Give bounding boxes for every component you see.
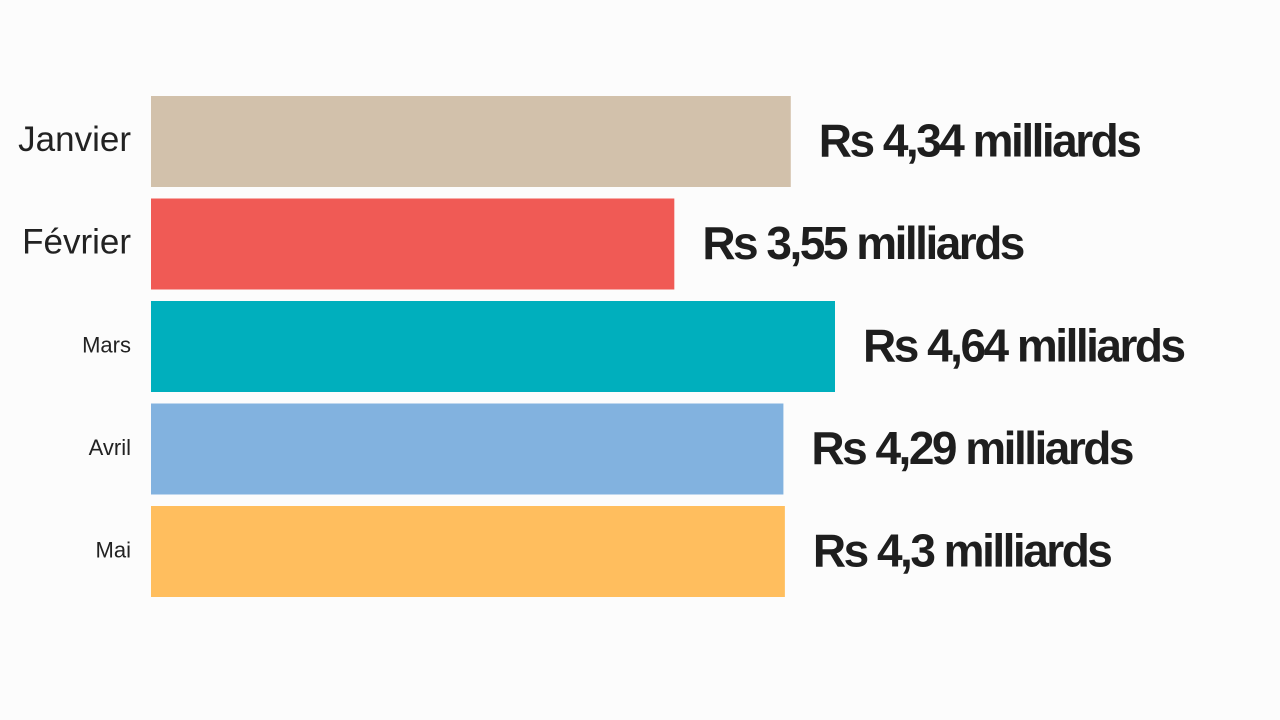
value-label: Rs 3,55 milliards [702, 217, 1023, 269]
value-label: Rs 4,3 milliards [813, 525, 1111, 577]
category-label: Février [22, 222, 131, 261]
category-label: Mars [82, 332, 131, 357]
category-label: Janvier [18, 120, 131, 159]
value-label: Rs 4,64 milliards [863, 320, 1184, 372]
bar [151, 198, 675, 290]
bar [151, 301, 835, 392]
bar [151, 403, 784, 495]
bar [151, 96, 791, 187]
category-label: Mai [96, 537, 131, 562]
bar [151, 506, 785, 597]
value-label: Rs 4,34 milliards [819, 115, 1140, 167]
value-label: Rs 4,29 milliards [811, 422, 1132, 474]
category-label: Avril [89, 435, 131, 460]
